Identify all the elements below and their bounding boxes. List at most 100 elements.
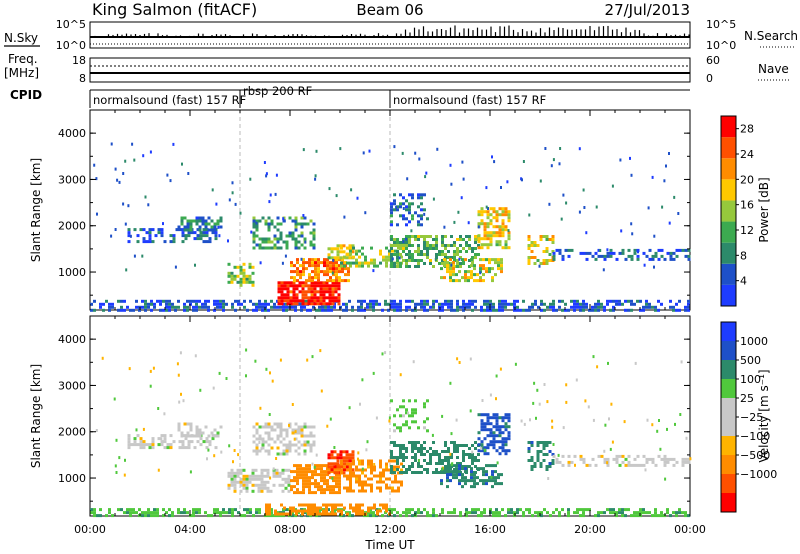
echo-cell xyxy=(252,219,256,223)
echo-cell xyxy=(304,293,308,297)
echo-cell xyxy=(166,173,169,177)
echo-cell xyxy=(201,222,205,226)
echo-cell xyxy=(358,459,361,463)
echo-cell xyxy=(186,228,190,232)
echo-cell xyxy=(283,287,287,291)
echo-cell xyxy=(296,464,299,468)
echo-cell xyxy=(231,514,234,518)
echo-cell xyxy=(325,290,329,294)
echo-cell xyxy=(417,253,420,256)
echo-cell xyxy=(302,267,305,271)
echo-cell xyxy=(486,419,490,423)
echo-cell xyxy=(346,486,349,490)
echo-cell xyxy=(393,414,396,418)
echo-cell xyxy=(355,465,358,469)
echo-cell xyxy=(267,240,271,244)
echo-cell xyxy=(522,160,525,163)
echo-cell xyxy=(498,213,502,217)
echo-cell xyxy=(396,456,399,459)
echo-cell xyxy=(325,302,329,306)
echo-cell xyxy=(267,308,270,312)
echo-cell xyxy=(336,465,340,469)
echo-cell xyxy=(486,216,490,220)
echo-cell xyxy=(319,287,323,291)
echo-cell xyxy=(397,465,400,469)
colorbar-swatch xyxy=(721,398,736,417)
echo-cell xyxy=(393,305,396,309)
echo-cell xyxy=(267,228,271,232)
echo-cell xyxy=(379,462,382,466)
echo-cell xyxy=(165,299,168,303)
echo-cell xyxy=(672,457,676,461)
echo-cell xyxy=(367,509,370,513)
echo-cell xyxy=(222,511,225,515)
echo-cell xyxy=(459,265,462,268)
echo-cell xyxy=(329,270,332,274)
echo-cell xyxy=(361,261,364,265)
echo-cell xyxy=(414,265,417,268)
echo-cell xyxy=(539,238,543,241)
echo-cell xyxy=(609,251,613,255)
echo-cell xyxy=(184,437,188,441)
echo-cell xyxy=(309,243,313,247)
echo-cell xyxy=(302,261,305,265)
echo-cell xyxy=(342,456,346,460)
echo-cell xyxy=(286,293,290,297)
echo-cell xyxy=(317,488,320,492)
echo-cell xyxy=(177,373,180,377)
echo-cell xyxy=(587,405,590,409)
echo-cell xyxy=(452,264,455,268)
echo-cell xyxy=(494,482,497,486)
echo-cell xyxy=(213,434,217,438)
echo-cell xyxy=(603,449,606,453)
echo-cell xyxy=(227,274,231,278)
echo-cell xyxy=(597,302,600,306)
echo-cell xyxy=(486,302,489,306)
echo-cell xyxy=(485,205,488,209)
echo-cell xyxy=(405,305,408,309)
echo-cell xyxy=(108,305,111,309)
echo-cell xyxy=(500,267,503,271)
echo-cell xyxy=(539,262,543,265)
echo-cell xyxy=(603,254,607,258)
echo-cell xyxy=(327,256,331,260)
echo-cell xyxy=(342,471,346,475)
echo-cell xyxy=(492,431,496,435)
echo-cell xyxy=(548,465,552,468)
echo-cell xyxy=(567,248,571,252)
echo-cell xyxy=(489,440,493,444)
echo-cell xyxy=(168,302,171,306)
echo-cell xyxy=(326,273,329,277)
echo-cell xyxy=(396,205,399,209)
echo-cell xyxy=(456,253,459,256)
echo-cell xyxy=(408,265,411,268)
echo-cell xyxy=(199,237,203,241)
echo-cell xyxy=(255,508,258,512)
echo-cell xyxy=(402,202,405,206)
echo-cell xyxy=(304,240,307,244)
echo-cell xyxy=(338,482,341,486)
colorbar-swatch xyxy=(721,137,736,159)
echo-cell xyxy=(165,511,168,515)
echo-cell xyxy=(485,470,488,474)
echo-cell xyxy=(270,246,274,250)
echo-cell xyxy=(425,171,428,175)
echo-cell xyxy=(551,419,554,423)
echo-cluster xyxy=(227,262,255,287)
echo-cell xyxy=(127,234,131,238)
echo-cell xyxy=(489,308,492,312)
echo-cell xyxy=(320,485,323,489)
echo-cell xyxy=(303,511,306,515)
echo-cell xyxy=(460,196,463,200)
echo-cell xyxy=(390,305,393,309)
echo-cell xyxy=(332,476,335,480)
echo-cell xyxy=(252,240,256,244)
echo-cell xyxy=(456,302,459,306)
echo-cell xyxy=(335,491,338,495)
echo-cell xyxy=(255,219,259,223)
echo-cell xyxy=(338,467,341,471)
echo-cluster xyxy=(227,468,291,493)
echo-cell xyxy=(473,279,476,283)
echo-cell xyxy=(618,463,622,467)
echo-cell xyxy=(492,440,496,444)
